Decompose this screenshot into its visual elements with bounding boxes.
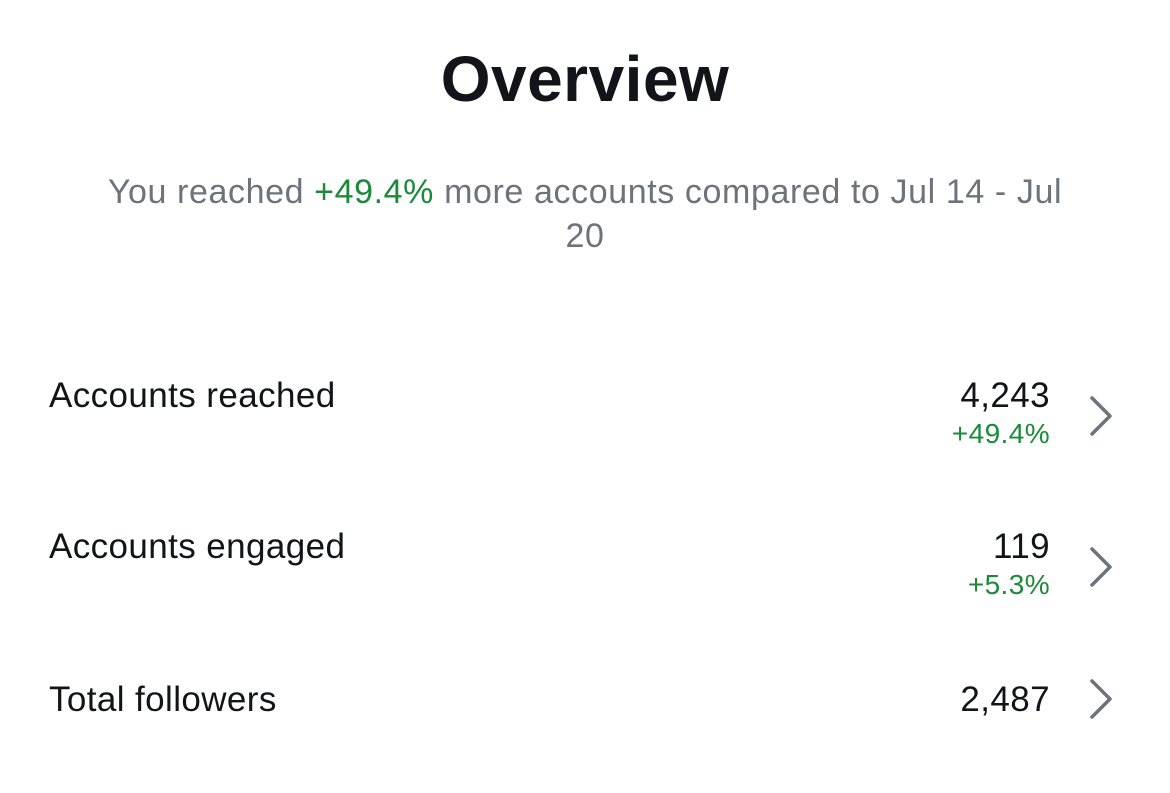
- page-title: Overview: [440, 43, 730, 115]
- metric-value: 119: [993, 527, 1050, 566]
- summary-suffix: more accounts compared to Jul 14 - Jul 2…: [434, 173, 1063, 255]
- chevron-right-icon[interactable]: [1086, 394, 1116, 438]
- metric-change: +49.4%: [951, 418, 1050, 449]
- chevron-right-icon[interactable]: [1086, 545, 1116, 589]
- chevron-right-icon[interactable]: [1086, 677, 1116, 721]
- summary-prefix: You reached: [107, 173, 315, 211]
- metric-value: 2,487: [960, 680, 1050, 719]
- metric-label: Total followers: [49, 680, 277, 719]
- summary-change: +49.4%: [314, 173, 435, 211]
- reach-summary: You reached +49.4% more accounts compare…: [100, 170, 1070, 258]
- metric-label: Accounts reached: [49, 376, 336, 415]
- metric-row-total-followers[interactable]: Total followers 2,487: [0, 677, 1170, 790]
- metric-row-accounts-reached[interactable]: Accounts reached 4,243 +49.4%: [0, 376, 1170, 486]
- metric-value: 4,243: [960, 376, 1050, 415]
- metric-change: +5.3%: [967, 569, 1050, 600]
- metric-row-accounts-engaged[interactable]: Accounts engaged 119 +5.3%: [0, 527, 1170, 637]
- metric-label: Accounts engaged: [49, 527, 346, 566]
